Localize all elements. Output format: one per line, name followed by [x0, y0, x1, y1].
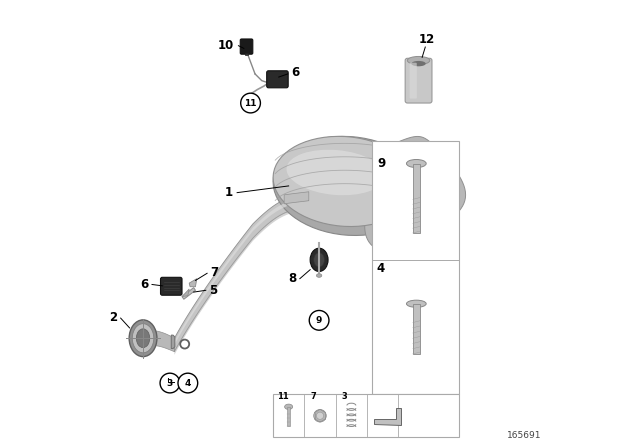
Ellipse shape: [287, 150, 385, 195]
Text: 2: 2: [109, 310, 118, 324]
Polygon shape: [189, 279, 197, 287]
FancyBboxPatch shape: [405, 58, 432, 103]
Bar: [413, 304, 420, 354]
Ellipse shape: [403, 159, 452, 199]
Polygon shape: [365, 137, 466, 253]
Ellipse shape: [273, 136, 416, 227]
Polygon shape: [174, 208, 300, 355]
Polygon shape: [174, 195, 300, 352]
Polygon shape: [374, 408, 401, 425]
Ellipse shape: [316, 412, 324, 419]
FancyBboxPatch shape: [375, 214, 392, 227]
FancyBboxPatch shape: [240, 39, 253, 54]
Ellipse shape: [129, 320, 157, 357]
Ellipse shape: [132, 323, 154, 353]
Polygon shape: [284, 192, 309, 204]
Text: 11: 11: [244, 99, 257, 108]
Polygon shape: [174, 198, 300, 345]
Bar: [413, 164, 420, 233]
Text: 6: 6: [291, 66, 299, 79]
Ellipse shape: [408, 56, 430, 65]
Ellipse shape: [412, 191, 438, 212]
Text: 165691: 165691: [508, 431, 541, 440]
Ellipse shape: [136, 329, 150, 348]
Text: 3: 3: [167, 379, 173, 388]
Text: 9: 9: [377, 157, 385, 170]
Polygon shape: [244, 53, 248, 55]
Ellipse shape: [285, 404, 292, 409]
Ellipse shape: [310, 248, 328, 271]
Circle shape: [241, 93, 260, 113]
Text: 1: 1: [225, 186, 233, 199]
Bar: [287, 407, 291, 426]
Text: 4: 4: [185, 379, 191, 388]
Ellipse shape: [408, 165, 438, 189]
Text: 7: 7: [210, 266, 218, 279]
Ellipse shape: [314, 253, 324, 267]
Ellipse shape: [314, 409, 326, 422]
Ellipse shape: [316, 274, 322, 277]
Ellipse shape: [406, 209, 449, 244]
FancyBboxPatch shape: [267, 71, 288, 88]
Ellipse shape: [412, 61, 426, 66]
Circle shape: [309, 310, 329, 330]
Text: 9: 9: [316, 316, 323, 325]
Text: 7: 7: [310, 392, 316, 401]
Ellipse shape: [406, 300, 426, 307]
Text: 12: 12: [419, 33, 435, 46]
Ellipse shape: [408, 185, 452, 222]
Text: 6: 6: [141, 278, 149, 291]
Ellipse shape: [273, 136, 425, 236]
Text: 4: 4: [377, 262, 385, 275]
Polygon shape: [182, 289, 189, 297]
FancyBboxPatch shape: [410, 63, 417, 99]
Text: 8: 8: [289, 272, 297, 285]
Bar: [273, 394, 459, 437]
Circle shape: [160, 373, 180, 393]
Text: 10: 10: [218, 39, 234, 52]
Text: 5: 5: [209, 284, 217, 297]
Circle shape: [178, 373, 198, 393]
Polygon shape: [172, 335, 175, 349]
FancyBboxPatch shape: [161, 277, 182, 295]
Polygon shape: [182, 288, 195, 299]
Ellipse shape: [410, 213, 436, 235]
Ellipse shape: [406, 159, 426, 168]
Bar: [371, 141, 459, 394]
Text: 3: 3: [342, 392, 348, 401]
Text: 11: 11: [276, 392, 288, 401]
Polygon shape: [152, 331, 174, 352]
